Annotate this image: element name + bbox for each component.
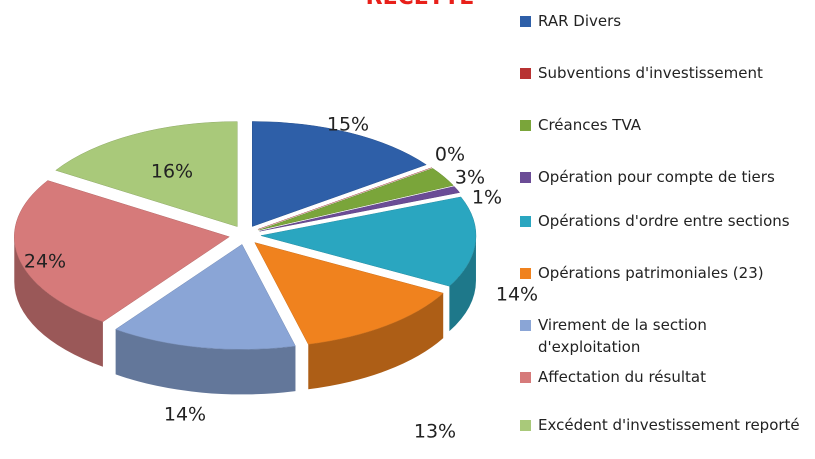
legend-label: Opération pour compte de tiers: [538, 168, 775, 186]
slice: [254, 242, 444, 345]
legend-swatch: [520, 120, 531, 131]
legend-swatch: [520, 216, 531, 227]
slice: [14, 180, 230, 323]
legend-label: Affectation du résultat: [538, 368, 706, 386]
data-label: 24%: [24, 251, 66, 273]
slice: [260, 196, 477, 287]
legend-label: Opérations d'ordre entre sections: [538, 212, 790, 230]
legend-swatch: [520, 68, 531, 79]
legend-item: Subventions d'investissement: [520, 62, 805, 84]
legend-label: Excédent d'investissement reporté: [538, 416, 800, 434]
data-label: 0%: [435, 144, 465, 166]
slice-side: [115, 329, 296, 395]
legend-item: Opérations patrimoniales (23): [520, 262, 805, 284]
slice: [55, 121, 238, 227]
legend-label: Créances TVA: [538, 116, 642, 134]
legend-swatch: [520, 320, 531, 331]
slice: [252, 121, 427, 227]
legend-swatch: [520, 420, 531, 431]
slice: [259, 186, 461, 232]
legend-item: Créances TVA: [520, 114, 805, 136]
slice-side: [308, 293, 444, 390]
legend-item: Opération pour compte de tiers: [520, 166, 805, 188]
legend-item: Affectation du résultat: [520, 366, 805, 388]
data-label: 14%: [496, 284, 538, 306]
data-label: 13%: [414, 421, 456, 443]
data-label: 15%: [327, 114, 369, 136]
legend-item: RAR Divers: [520, 10, 805, 32]
legend-swatch: [520, 268, 531, 279]
legend-label: Subventions d'investissement: [538, 64, 763, 82]
slice-side: [449, 235, 476, 332]
legend-swatch: [520, 16, 531, 27]
legend-label: Virement de la section d'exploitation: [538, 316, 707, 356]
legend-swatch: [520, 372, 531, 383]
data-label: 14%: [164, 404, 206, 426]
legend-label: RAR Divers: [538, 12, 622, 30]
data-label: 3%: [455, 167, 485, 189]
data-label: 16%: [151, 161, 193, 183]
legend-item: Excédent d'investissement reporté: [520, 414, 805, 436]
legend-label: Opérations patrimoniales (23): [538, 264, 764, 282]
legend-swatch: [520, 172, 531, 183]
slice: [115, 244, 296, 350]
legend-item: Virement de la section d'exploitation: [520, 314, 805, 358]
legend-item: Opérations d'ordre entre sections: [520, 210, 805, 232]
data-label: 1%: [472, 187, 502, 209]
slice: [258, 168, 454, 231]
slice-side: [14, 236, 103, 367]
slice: [257, 167, 432, 230]
chart-title: RECETTE: [366, 0, 475, 10]
